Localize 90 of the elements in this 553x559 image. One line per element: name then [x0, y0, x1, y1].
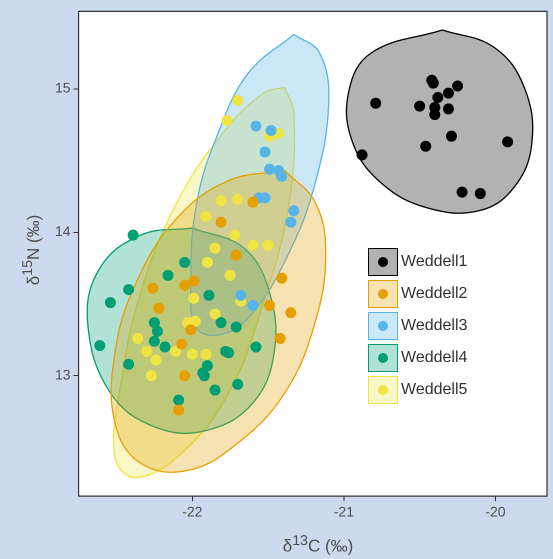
point: [222, 114, 233, 126]
point: [173, 394, 184, 406]
point: [146, 370, 157, 382]
point: [232, 94, 244, 106]
point: [132, 332, 144, 344]
point: [179, 370, 190, 382]
point: [264, 300, 276, 311]
x-tick-label: -20: [485, 503, 506, 520]
point: [247, 240, 258, 251]
point: [159, 342, 170, 353]
point: [128, 230, 139, 241]
point: [185, 324, 196, 336]
point: [200, 348, 212, 360]
point: [285, 216, 296, 228]
point: [276, 170, 288, 182]
point: [247, 300, 258, 311]
point: [148, 317, 160, 328]
point: [250, 342, 262, 353]
x-tick-label: -22: [182, 503, 203, 520]
legend-label: Weddell5: [401, 381, 468, 399]
point: [188, 276, 200, 287]
point: [235, 290, 246, 301]
point: [230, 321, 242, 332]
point: [170, 346, 182, 357]
point: [173, 404, 184, 416]
point: [147, 282, 158, 294]
point: [162, 270, 174, 281]
point: [152, 326, 163, 337]
point: [224, 270, 236, 281]
point: [230, 250, 242, 261]
point: [452, 80, 464, 92]
point: [356, 149, 368, 160]
point: [266, 124, 277, 136]
point: [446, 130, 457, 142]
point: [153, 302, 164, 314]
point: [260, 146, 271, 158]
point: [288, 205, 300, 216]
point: [210, 384, 221, 396]
point: [150, 354, 162, 366]
point: [370, 98, 382, 109]
point: [428, 78, 439, 89]
point: [229, 230, 240, 241]
point: [285, 307, 296, 318]
point: [210, 242, 221, 254]
point: [250, 120, 262, 132]
point: [188, 292, 200, 304]
point: [202, 256, 213, 268]
point: [232, 378, 244, 390]
point: [123, 284, 134, 296]
point: [216, 317, 227, 328]
point: [474, 188, 486, 200]
point: [176, 338, 188, 350]
point: [223, 347, 234, 358]
point: [94, 340, 106, 352]
point: [216, 195, 227, 206]
point: [210, 308, 221, 320]
point: [247, 196, 258, 208]
point: [414, 100, 426, 112]
legend-label: Weddell4: [401, 349, 468, 367]
point: [200, 211, 212, 222]
point: [203, 290, 214, 301]
point: [502, 136, 514, 148]
point: [264, 164, 276, 175]
point: [276, 272, 288, 284]
point: [274, 332, 286, 344]
point: [262, 240, 274, 251]
point: [123, 358, 134, 370]
point: [148, 336, 160, 347]
point: [179, 256, 190, 268]
legend-label: Weddell2: [401, 285, 468, 303]
point: [432, 92, 444, 103]
point: [186, 348, 198, 360]
point: [190, 316, 201, 327]
point: [141, 346, 152, 357]
legend-label: Weddell3: [401, 317, 468, 335]
point: [216, 216, 227, 228]
y-tick-label: 15: [54, 80, 71, 96]
point: [456, 186, 468, 198]
x-tick-label: -21: [334, 503, 354, 520]
y-tick-label: 13: [54, 366, 71, 383]
point: [420, 140, 432, 152]
legend-label: Weddell1: [401, 253, 468, 271]
point: [104, 297, 116, 308]
x-axis-title: δ$^{13}$C (‰): [282, 533, 354, 557]
point: [442, 88, 454, 99]
y-tick-label: 14: [54, 223, 71, 240]
point: [197, 367, 208, 378]
point: [179, 280, 190, 291]
point: [232, 194, 244, 205]
point: [442, 103, 454, 114]
